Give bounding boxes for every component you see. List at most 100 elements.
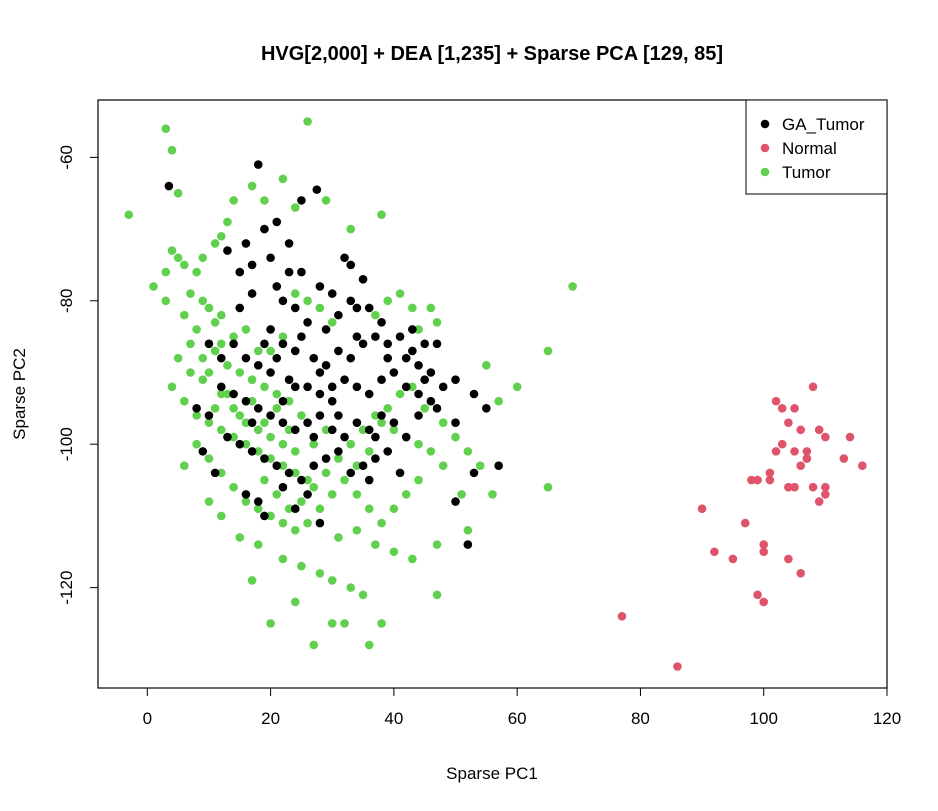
y-tick-label: -80 <box>57 288 76 313</box>
legend-box <box>745 99 888 195</box>
x-axis-label: Sparse PC1 <box>446 764 538 783</box>
tumor-point <box>192 267 201 277</box>
legend-marker-normal <box>760 143 770 153</box>
x-ticks: 0 20 40 60 80 100 120 <box>143 688 901 728</box>
ga-tumor-point <box>247 447 257 456</box>
tumor-point <box>309 439 319 449</box>
ga-tumor-point <box>297 196 306 205</box>
ga-tumor-point <box>297 332 306 341</box>
normal-point <box>796 425 806 435</box>
tumor-point <box>352 461 362 471</box>
tumor-point <box>414 475 423 485</box>
tumor-point <box>253 425 263 435</box>
ga-tumor-point <box>290 346 300 356</box>
ga-tumor-point <box>241 353 251 363</box>
ga-tumor-point <box>451 497 460 506</box>
tumor-point <box>377 518 386 528</box>
ga-tumor-point <box>272 282 282 291</box>
tumor-point <box>303 475 312 485</box>
tumor-point <box>204 418 214 427</box>
tumor-point <box>241 439 251 449</box>
tumor-point <box>216 425 226 435</box>
tumor-point <box>198 296 208 306</box>
tumor-point <box>346 583 356 592</box>
normal-point <box>673 662 682 671</box>
ga-tumor-point <box>223 432 232 442</box>
ga-tumor-point <box>364 303 374 313</box>
ga-tumor-point <box>247 418 257 427</box>
ga-tumor-point <box>414 411 423 420</box>
ga-tumor-point <box>340 375 349 384</box>
tumor-point <box>451 432 460 442</box>
tumor-point <box>161 267 171 277</box>
tumor-point <box>364 640 374 650</box>
ga-tumor-point <box>327 396 337 406</box>
ga-tumor-point <box>303 382 312 392</box>
x-tick-label: 40 <box>384 709 403 728</box>
y-tick-label: -120 <box>57 571 76 605</box>
normal-point <box>790 447 799 456</box>
tumor-point <box>321 196 331 205</box>
tumor-point <box>216 231 226 241</box>
ga-tumor-point <box>253 160 263 169</box>
tumor-point <box>309 482 319 492</box>
tumor-point <box>414 325 423 334</box>
tumor-point <box>340 619 349 628</box>
y-ticks: -60 -80 -100 -120 <box>57 145 98 605</box>
tumor-point <box>327 576 337 585</box>
ga-tumor-point <box>438 382 448 392</box>
ga-tumor-point <box>229 389 238 399</box>
tumor-point <box>247 396 257 406</box>
ga-tumor-point <box>494 461 503 471</box>
tumor-point <box>247 576 257 585</box>
ga-tumor-point <box>420 339 429 349</box>
tumor-point <box>438 418 448 427</box>
y-tick-label: -100 <box>57 427 76 461</box>
tumor-point <box>346 224 356 234</box>
tumor-point <box>463 447 473 456</box>
tumor-point <box>297 411 306 420</box>
tumor-point <box>186 289 195 298</box>
tumor-point <box>235 533 245 542</box>
tumor-point <box>179 310 189 320</box>
tumor-point <box>179 396 189 406</box>
normal-point <box>814 497 824 506</box>
tumor-point <box>229 404 238 413</box>
ga-tumor-point <box>377 375 386 384</box>
tumor-point <box>149 282 158 291</box>
ga-tumor-point <box>321 325 331 334</box>
ga-tumor-point <box>204 339 214 349</box>
tumor-point <box>192 325 201 334</box>
ga-tumor-point <box>315 368 325 377</box>
tumor-point <box>198 375 208 384</box>
ga-tumor-point <box>290 382 300 392</box>
ga-tumor-point <box>303 490 312 499</box>
normal-point <box>845 432 855 442</box>
tumor-point <box>432 590 442 600</box>
normal-point <box>802 447 812 456</box>
tumor-point <box>260 196 269 205</box>
tumor-point <box>358 590 368 600</box>
ga-tumor-point <box>321 361 331 370</box>
normal-point <box>808 382 818 392</box>
ga-tumor-point <box>266 411 275 420</box>
ga-tumor-point <box>327 289 337 298</box>
tumor-point <box>315 303 325 313</box>
tumor-point <box>229 196 238 205</box>
ga-tumor-point <box>216 382 226 392</box>
tumor-point <box>290 525 300 535</box>
normal-point <box>784 554 793 564</box>
tumor-point <box>364 504 374 514</box>
tumor-point <box>334 454 343 463</box>
ga-tumor-point <box>432 404 442 413</box>
tumor-point <box>290 289 300 298</box>
tumor-point <box>568 282 577 291</box>
ga-tumor-point <box>315 518 325 528</box>
ga-tumor-point <box>223 246 232 255</box>
ga-tumor-point <box>192 404 201 413</box>
ga-tumor-point <box>284 267 294 277</box>
normal-point <box>858 461 867 471</box>
ga-tumor-point <box>198 447 208 456</box>
ga-tumor-point <box>346 468 356 478</box>
data-points <box>124 117 867 671</box>
